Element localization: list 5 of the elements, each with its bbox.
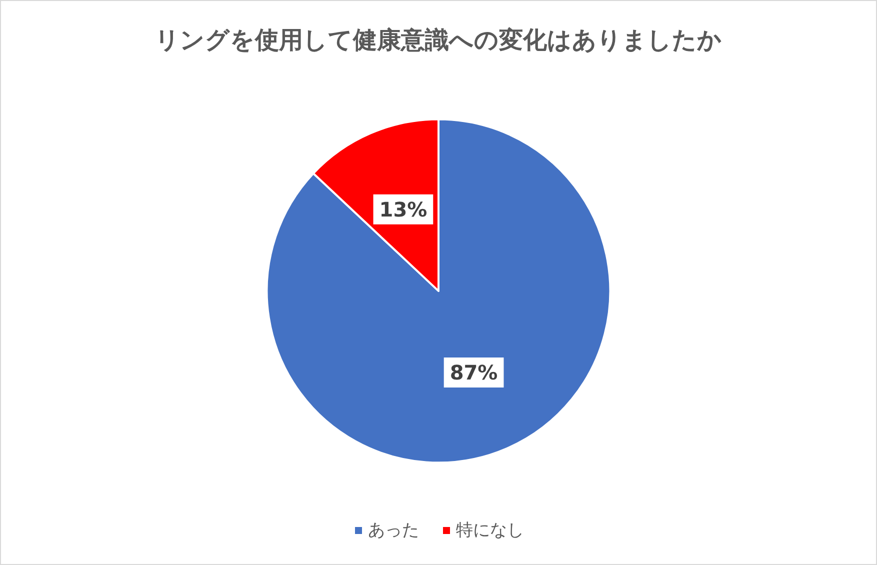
legend-label: あった — [368, 520, 419, 540]
chart-title: リングを使用して健康意識への変化はありましたか — [155, 26, 722, 54]
data-label: 13% — [379, 197, 428, 222]
data-label: 87% — [450, 360, 498, 384]
legend-label: 特になし — [456, 520, 524, 540]
